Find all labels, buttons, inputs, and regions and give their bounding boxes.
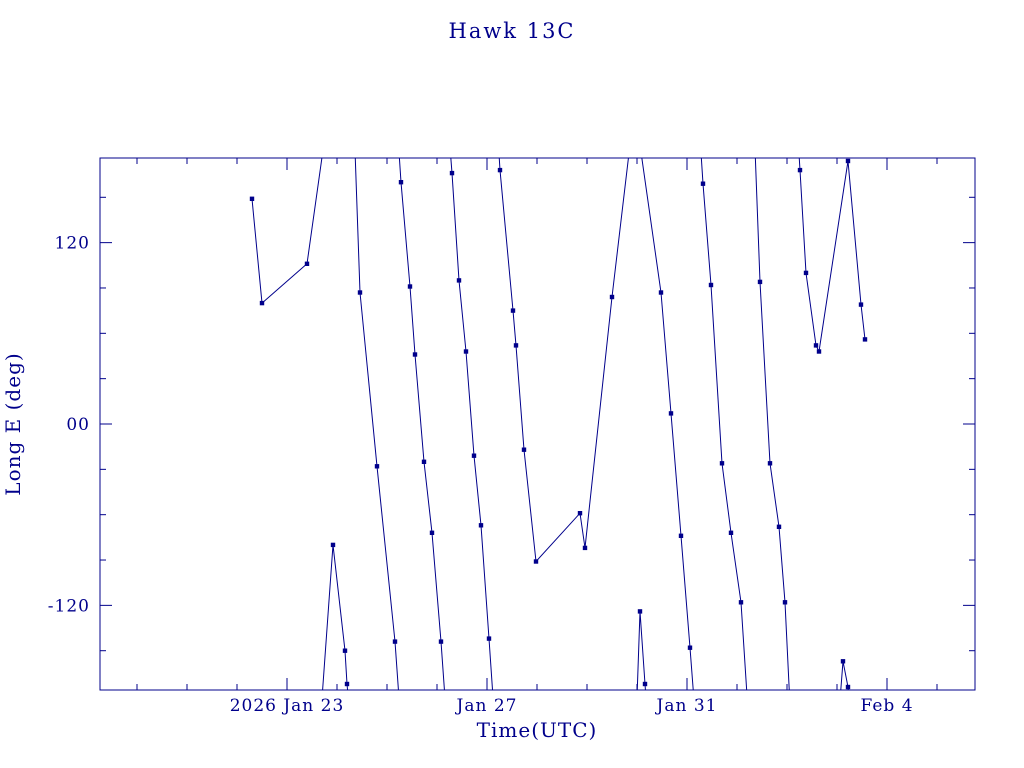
data-point-marker: [456, 278, 462, 283]
data-point-marker: [374, 464, 380, 469]
data-point-marker: [845, 158, 851, 164]
data-point-marker: [330, 542, 336, 548]
data-point-marker: [678, 533, 684, 538]
data-point-marker: [510, 308, 516, 313]
data-point-marker: [392, 639, 398, 644]
data-point-marker: [398, 180, 404, 185]
data-point-marker: [421, 459, 427, 464]
y-tick-label: 00: [66, 415, 90, 435]
data-point-marker: [342, 648, 348, 653]
data-point-marker: [304, 261, 310, 266]
data-point-marker: [471, 453, 477, 458]
series-line: [450, 158, 494, 690]
y-axis-label: Long E (deg): [1, 352, 25, 495]
data-point-marker: [429, 530, 435, 535]
data-point-marker: [738, 600, 744, 605]
data-point-marker: [816, 349, 822, 354]
data-point-marker: [776, 524, 782, 529]
data-point-marker: [668, 411, 674, 416]
data-point-marker: [642, 681, 648, 687]
series-line: [636, 611, 646, 690]
data-point-marker: [449, 170, 455, 176]
data-point-marker: [412, 352, 418, 357]
data-point-marker: [497, 167, 503, 173]
x-tick-label: Jan 27: [455, 696, 518, 716]
series-line: [251, 158, 323, 305]
data-point-marker: [797, 167, 803, 173]
chart-title: Hawk 13C: [449, 19, 576, 43]
data-point-marker: [840, 659, 846, 664]
x-axis-label: Time(UTC): [477, 718, 598, 742]
plot-frame: [99, 157, 976, 691]
data-point-marker: [486, 636, 492, 641]
data-point-marker: [513, 343, 519, 348]
data-point-marker: [719, 461, 725, 466]
data-point-marker: [782, 600, 788, 605]
axis-ticks: [100, 158, 975, 690]
data-point-marker: [687, 645, 693, 650]
y-tick-label: 120: [55, 234, 90, 254]
data-point-marker: [658, 290, 664, 295]
series-line: [398, 158, 445, 690]
x-tick-label: Feb 4: [860, 696, 913, 716]
data-point-marker: [521, 447, 527, 452]
data-point-marker: [728, 530, 734, 535]
tick-labels: 2026 Jan 23 Jan 27 Jan 31 Feb 4 120 00 -120: [48, 234, 913, 716]
series-line: [840, 661, 849, 690]
series-line: [354, 158, 399, 690]
series-line: [798, 158, 866, 354]
data-point-marker: [357, 290, 363, 295]
data-point-marker: [708, 282, 714, 288]
data-point-marker: [767, 461, 773, 466]
data-point-marker: [577, 511, 583, 516]
data-point-marker: [858, 302, 864, 307]
data-point-marker: [582, 545, 588, 551]
data-point-marker: [609, 294, 615, 300]
series-line: [498, 158, 694, 690]
data-point-marker: [803, 270, 809, 276]
data-point-marker: [757, 279, 763, 285]
data-point-marker: [533, 559, 539, 564]
data-point-marker: [700, 181, 706, 186]
data-point-marker: [478, 523, 484, 528]
series-line: [700, 158, 748, 690]
data-point-marker: [259, 300, 265, 306]
data-point-marker: [862, 337, 868, 342]
data-series: [249, 158, 868, 690]
data-point-marker: [438, 639, 444, 644]
data-point-marker: [845, 684, 851, 690]
data-point-marker: [249, 196, 255, 201]
x-tick-label: 2026 Jan 23: [230, 696, 345, 716]
data-point-marker: [407, 284, 413, 289]
data-point-marker: [813, 343, 819, 348]
data-point-marker: [637, 609, 643, 614]
data-point-marker: [344, 681, 350, 687]
y-tick-label: -120: [48, 596, 90, 616]
x-tick-label: Jan 31: [655, 696, 718, 716]
data-point-marker: [463, 349, 469, 354]
series-line: [754, 158, 790, 690]
